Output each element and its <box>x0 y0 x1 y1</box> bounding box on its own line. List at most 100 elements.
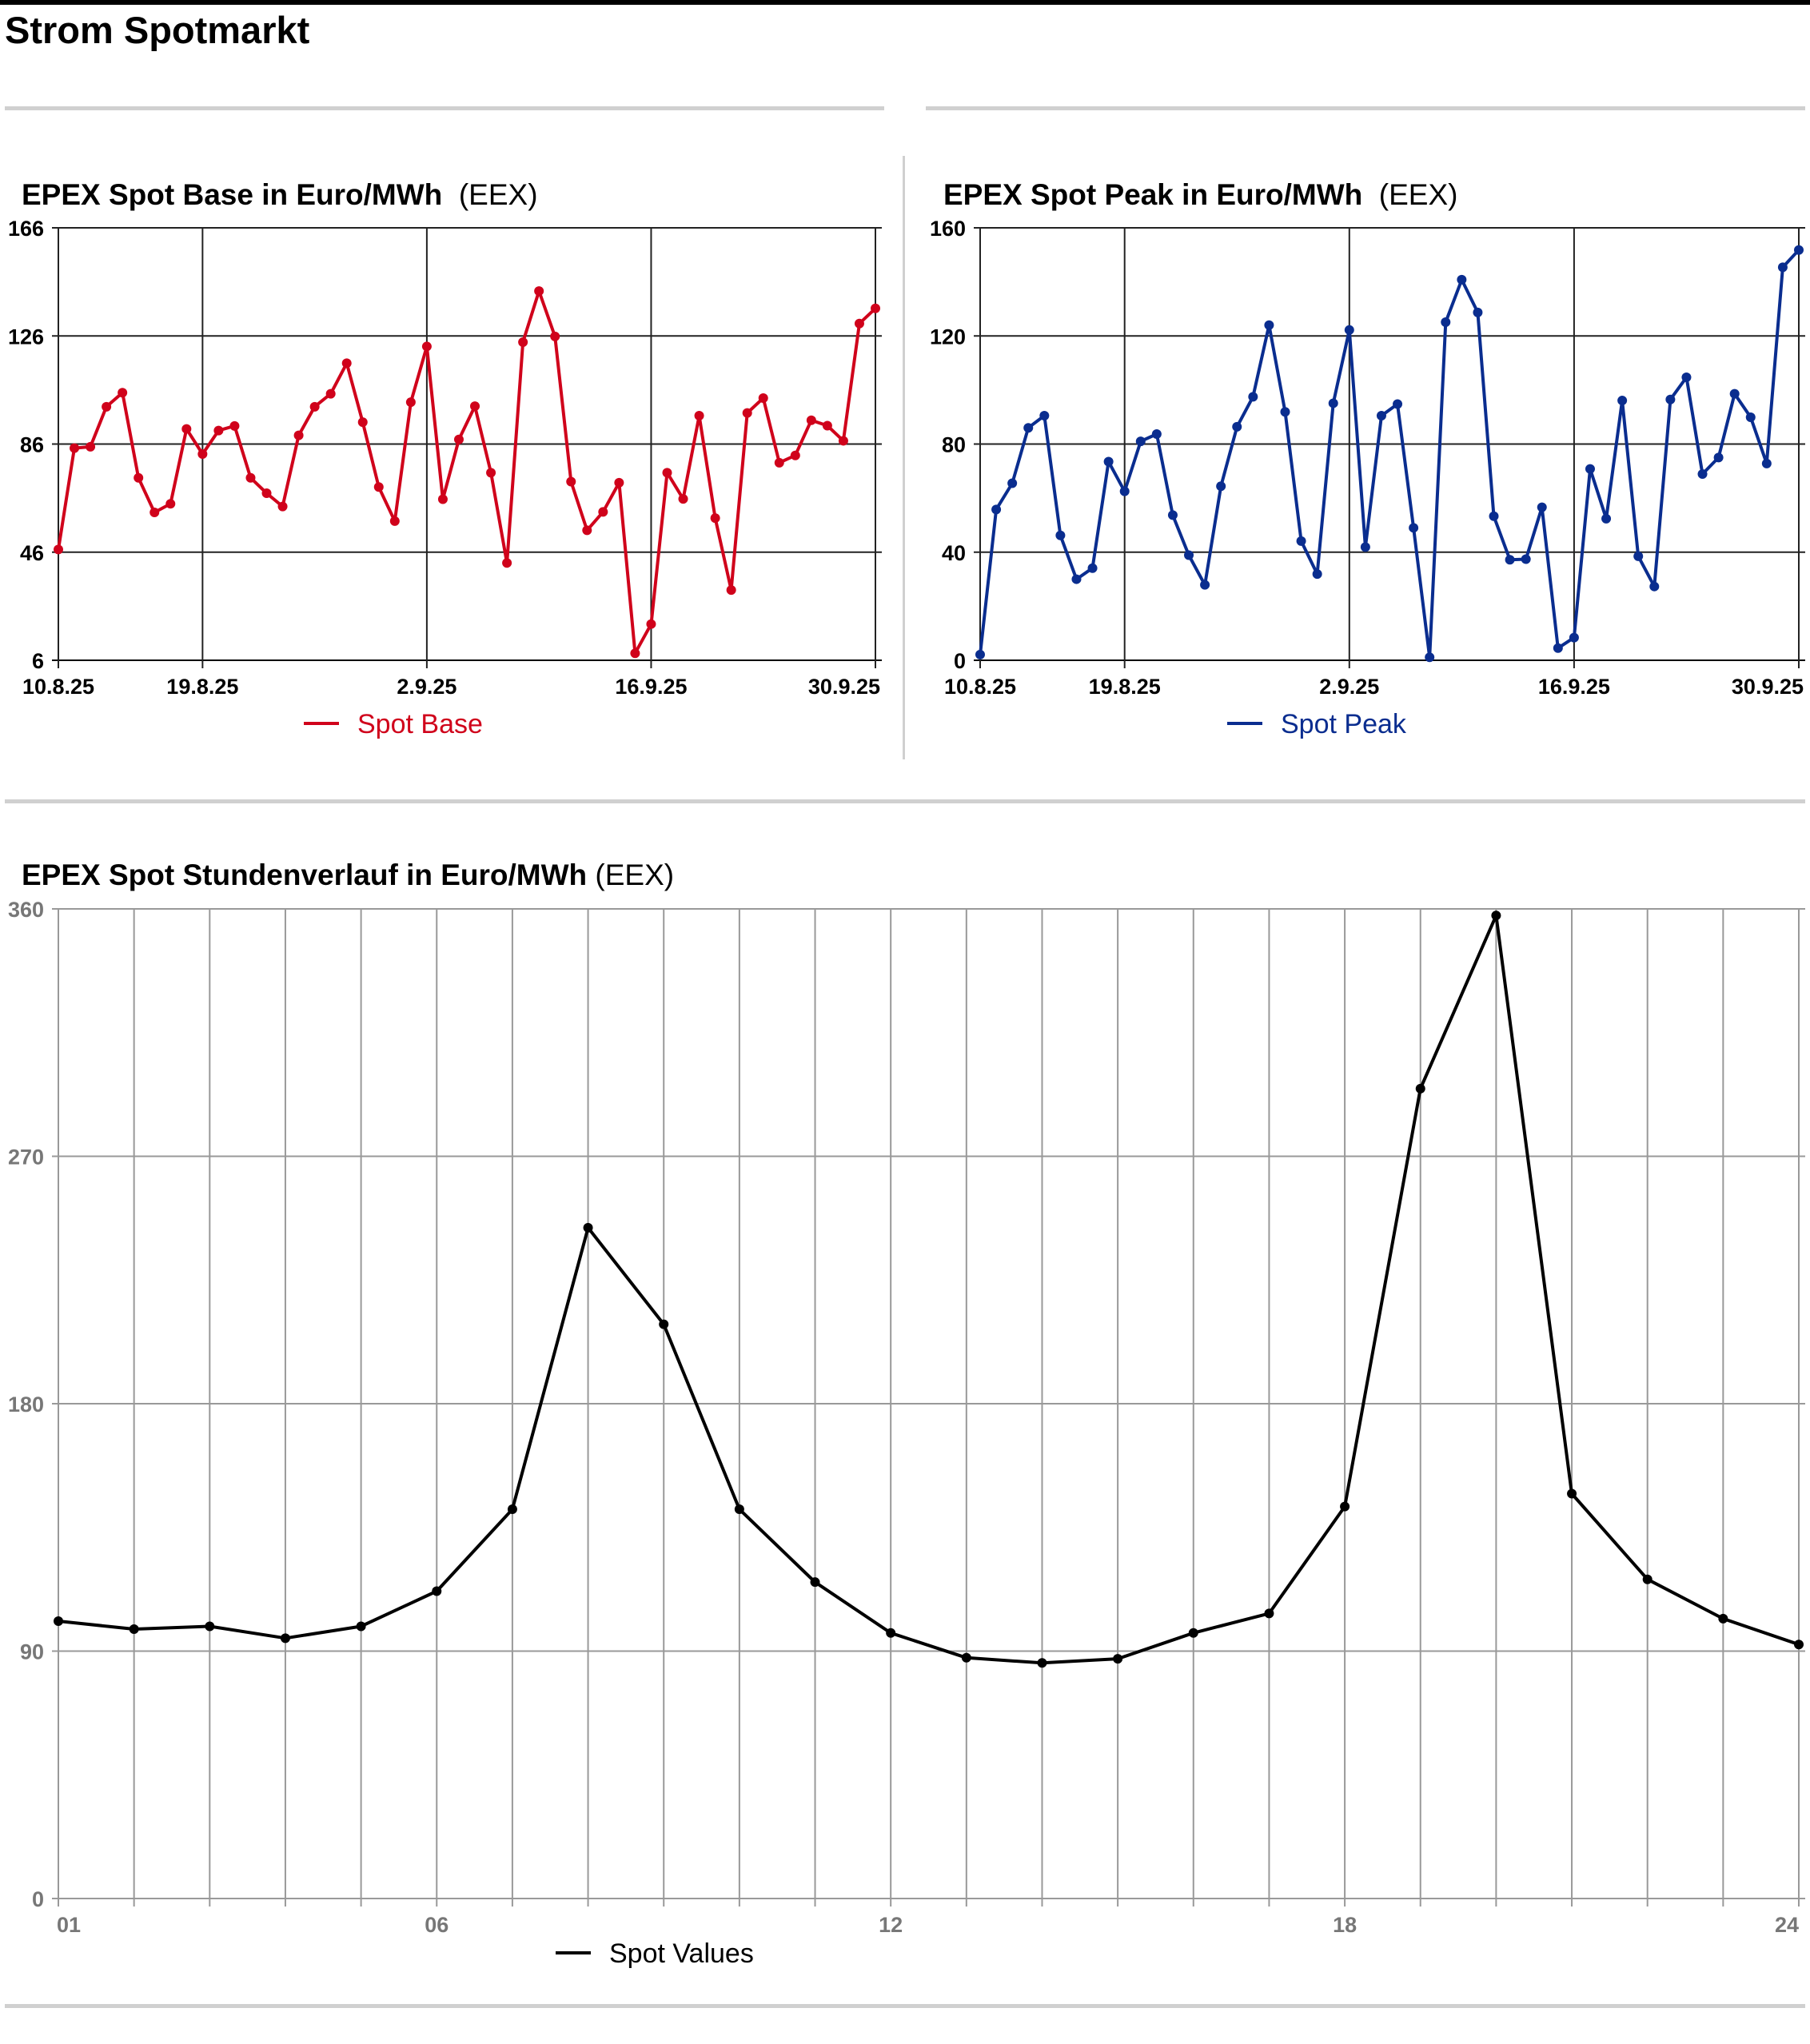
hourly-data-point <box>734 1504 744 1515</box>
x-tick-label: 18 <box>1333 1913 1357 1937</box>
peak-data-point <box>1200 580 1210 590</box>
peak-data-point <box>1441 317 1451 328</box>
base-data-point <box>277 501 288 512</box>
base-data-point <box>854 318 864 329</box>
hourly-data-point <box>583 1222 593 1233</box>
peak-data-point <box>1649 581 1660 592</box>
base-data-point <box>742 408 752 418</box>
x-tick-label: 30.9.25 <box>808 675 880 699</box>
peak-data-point <box>1135 436 1146 447</box>
base-data-point <box>309 401 320 412</box>
base-data-point <box>213 425 224 436</box>
y-tick-label: 86 <box>20 433 44 457</box>
x-tick-label: 16.9.25 <box>1538 675 1610 699</box>
base-data-point <box>134 472 144 483</box>
peak-data-point <box>1457 274 1467 285</box>
base-data-point <box>245 472 256 483</box>
base-data-point <box>229 420 240 431</box>
peak-data-point <box>1745 412 1756 423</box>
peak-data-point <box>1248 392 1258 402</box>
peak-data-point <box>1729 388 1740 399</box>
base-data-point <box>678 494 688 504</box>
x-tick-label: 01 <box>57 1913 81 1937</box>
peak-chart: 0 40 80 120 160 10.8.25 19.8.25 2.9.25 16.9.25 30… <box>930 217 1805 739</box>
peak-data-point <box>1055 530 1066 540</box>
peak-data-point <box>1473 307 1483 317</box>
hourly-data-point <box>1718 1613 1728 1624</box>
base-source: (EEX) <box>458 178 538 211</box>
peak-data-point <box>1023 423 1034 433</box>
peak-data-point <box>1344 325 1354 335</box>
base-data-point <box>726 585 736 596</box>
divider <box>5 799 1805 803</box>
base-data-point <box>54 544 63 555</box>
peak-data-point <box>1537 502 1547 512</box>
peak-data-point <box>1601 513 1612 524</box>
peak-data-point <box>1681 372 1692 382</box>
y-tick-label: 120 <box>930 325 966 349</box>
peak-data-point <box>1794 245 1804 255</box>
base-chart: 6 46 86 126 166 10.8.25 19.8.25 2.9.25 16.9.25 30… <box>8 217 882 739</box>
base-data-point <box>790 450 800 460</box>
peak-title-text: EPEX Spot Peak in Euro/MWh <box>943 178 1363 211</box>
hourly-chart-title: EPEX Spot Stundenverlauf in Euro/MWh (EE… <box>22 859 674 892</box>
hourly-data-point <box>1113 1654 1123 1664</box>
peak-data-point <box>1617 396 1628 406</box>
hourly-data-point <box>356 1621 366 1632</box>
peak-data-point <box>1665 394 1676 404</box>
base-data-point <box>197 449 208 460</box>
base-data-point <box>598 507 608 517</box>
x-tick-label: 19.8.25 <box>1089 675 1161 699</box>
hourly-data-point <box>1037 1658 1047 1668</box>
legend-label: Spot Peak <box>1281 709 1407 739</box>
page-title: Strom Spotmarkt <box>5 9 310 51</box>
base-data-point <box>822 420 832 431</box>
base-data-point <box>614 477 624 488</box>
peak-data-point <box>1103 456 1114 467</box>
peak-data-point <box>975 649 985 659</box>
y-tick-label: 360 <box>8 898 44 922</box>
y-tick-label: 0 <box>954 649 966 673</box>
base-data-point <box>566 476 576 487</box>
y-tick-label: 6 <box>32 649 44 673</box>
x-tick-label: 06 <box>425 1913 449 1937</box>
base-data-point <box>165 499 176 509</box>
legend-label: Spot Values <box>609 1938 754 1969</box>
peak-data-point <box>1232 421 1242 432</box>
divider <box>5 106 884 110</box>
base-data-point <box>86 441 96 452</box>
peak-data-point <box>991 504 1002 515</box>
peak-data-point <box>1264 320 1274 330</box>
hourly-data-point <box>432 1586 442 1596</box>
x-tick-label: 12 <box>879 1913 903 1937</box>
y-tick-label: 180 <box>8 1393 44 1416</box>
peak-data-point <box>1505 555 1515 565</box>
hourly-data-point <box>1415 1083 1425 1094</box>
peak-data-point <box>1312 569 1322 580</box>
peak-data-point <box>1151 428 1162 439</box>
peak-data-point <box>1296 536 1306 546</box>
hourly-data-point <box>129 1624 139 1634</box>
y-tick-label: 0 <box>32 1887 44 1911</box>
peak-data-point <box>1039 410 1050 420</box>
base-data-point <box>405 397 416 408</box>
base-data-point <box>389 516 400 526</box>
peak-data-point <box>1280 407 1290 417</box>
base-data-point <box>102 401 112 412</box>
hourly-series-line <box>58 914 1800 1665</box>
vertical-divider <box>903 156 905 759</box>
base-data-point <box>758 393 768 404</box>
y-tick-label: 90 <box>20 1640 44 1664</box>
x-tick-label: 30.9.25 <box>1732 675 1804 699</box>
base-data-point <box>646 619 656 629</box>
base-data-point <box>325 388 336 399</box>
hourly-data-point <box>961 1652 971 1663</box>
peak-data-point <box>1328 398 1338 408</box>
peak-data-point <box>1697 469 1708 480</box>
base-data-point <box>261 488 272 499</box>
x-tick-label: 10.8.25 <box>22 675 94 699</box>
base-data-point <box>437 494 448 504</box>
base-data-point <box>662 468 672 478</box>
base-data-point <box>502 558 512 568</box>
base-data-point <box>630 648 640 659</box>
